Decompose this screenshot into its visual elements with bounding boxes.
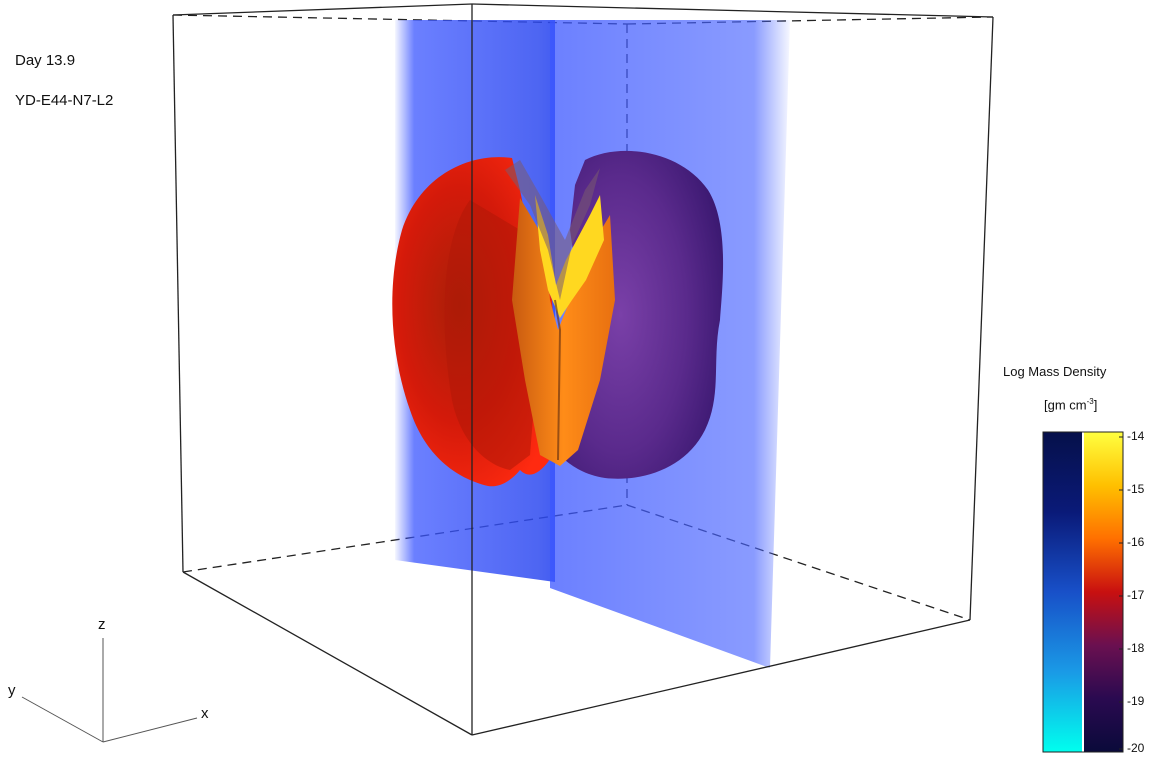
triad-y-line	[21, 696, 104, 743]
ejecta-yellow-core	[535, 195, 604, 318]
colorbar-title: Log Mass Density	[1003, 364, 1107, 379]
ejecta-structure	[392, 150, 724, 487]
colorbar-left-strip	[1043, 432, 1082, 752]
triad-x-label: x	[201, 705, 209, 722]
ejecta-rough-interface	[505, 160, 600, 300]
colorbar-units-suffix: ]	[1093, 397, 1098, 413]
colorbar-units-exponent: -3	[1086, 397, 1094, 406]
colorbar-tick-label: -17	[1127, 588, 1145, 602]
colorbar-tick-label: -19	[1127, 694, 1145, 708]
box-front-edges	[172, 3, 994, 736]
colorbar-tick-label: -16	[1127, 535, 1145, 549]
model-label: YD-E44-N7-L2	[15, 92, 114, 109]
triad-x-line	[102, 717, 198, 743]
ejecta-dark-seam	[554, 299, 562, 461]
triad-z-label: z	[98, 616, 106, 633]
axes-triad	[21, 638, 198, 743]
triad-y-label: y	[8, 682, 16, 699]
colorbar-tick-marks	[1119, 436, 1123, 750]
colorbar-frame	[1042, 431, 1124, 753]
colorbar-units-prefix: [gm cm	[1044, 397, 1087, 413]
colorbar-tick-label: -14	[1127, 429, 1145, 443]
colorbar	[1042, 431, 1124, 753]
time-label: Day 13.9	[15, 52, 76, 69]
colorbar-right-strip	[1084, 432, 1123, 752]
colorbar-tick-label: -18	[1127, 641, 1145, 655]
colorbar-tick-label: -20	[1127, 741, 1145, 755]
colorbar-tick-label: -15	[1127, 482, 1145, 496]
colorbar-units: [gm cm-3]	[1044, 397, 1097, 412]
